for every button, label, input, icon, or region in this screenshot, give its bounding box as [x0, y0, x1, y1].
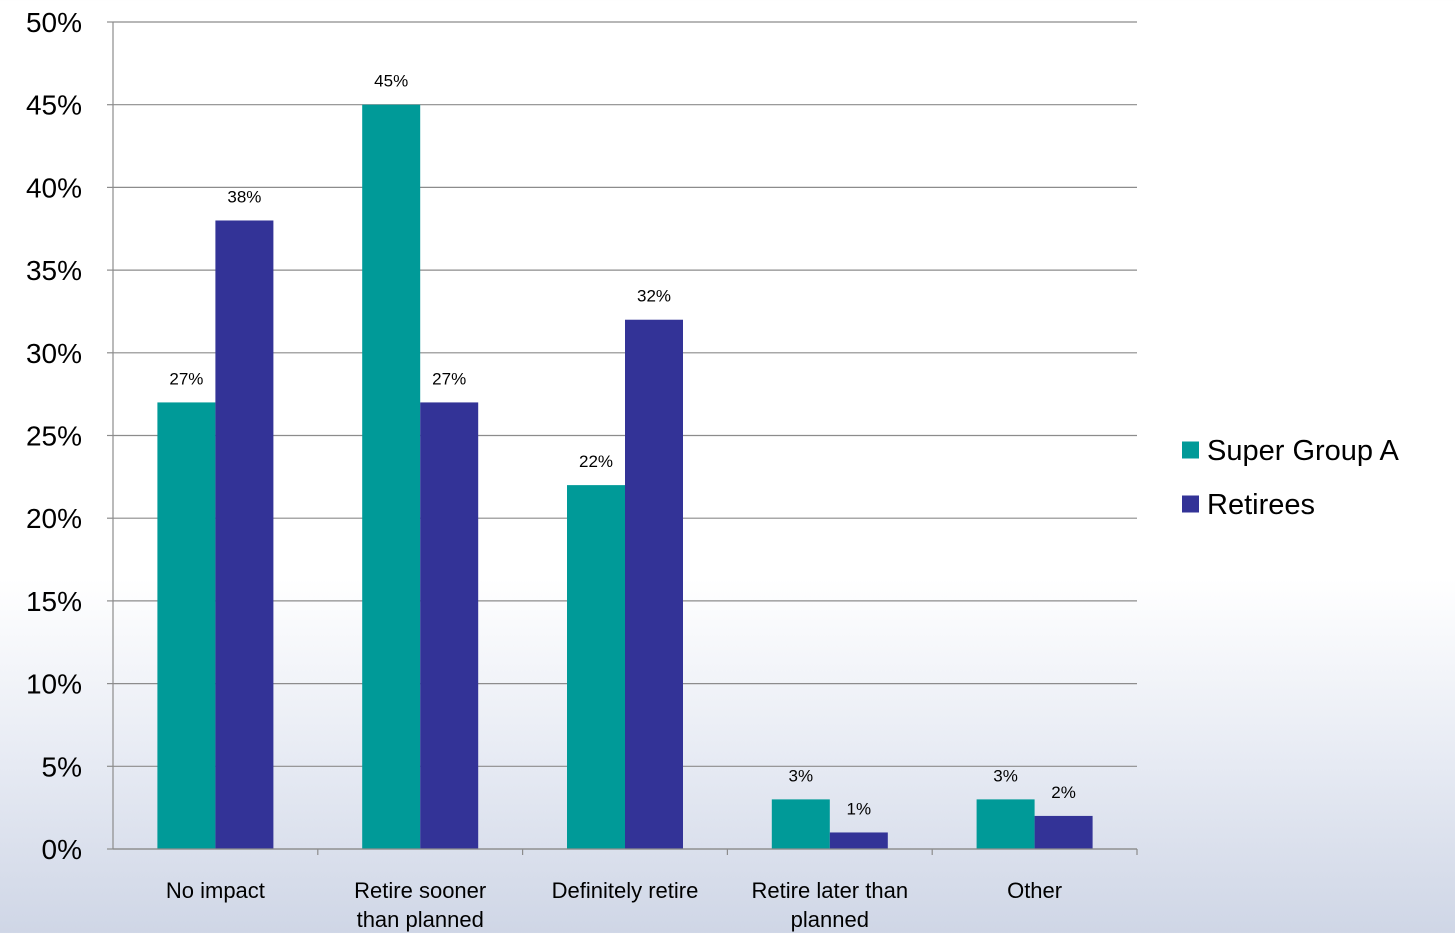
bar-super-group-a: [157, 402, 216, 849]
y-tick-label: 30%: [26, 338, 82, 369]
data-label: 27%: [169, 369, 203, 388]
x-tick-label: Retire later than: [752, 878, 909, 903]
bar-super-group-a: [362, 104, 421, 849]
legend-label: Retirees: [1207, 489, 1315, 521]
data-label: 1%: [847, 799, 872, 818]
data-label: 27%: [432, 369, 466, 388]
y-tick-label: 50%: [26, 7, 82, 38]
x-tick-label: than planned: [357, 907, 484, 932]
y-tick-label: 45%: [26, 90, 82, 121]
x-tick-label: Retire sooner: [354, 878, 486, 903]
y-tick-label: 35%: [26, 255, 82, 286]
bar-super-group-a: [771, 799, 830, 849]
data-label: 32%: [637, 287, 671, 306]
y-tick-label: 25%: [26, 421, 82, 452]
x-tick-label: planned: [791, 907, 869, 932]
y-tick-label: 0%: [42, 834, 82, 865]
bar-retirees: [420, 402, 479, 849]
y-tick-label: 10%: [26, 669, 82, 700]
bar-retirees: [625, 319, 683, 850]
bar-retirees: [215, 220, 274, 850]
y-tick-label: 20%: [26, 503, 82, 534]
data-label: 38%: [227, 187, 261, 206]
x-tick-label: Other: [1007, 878, 1062, 903]
bar-retirees: [829, 832, 888, 849]
y-tick-label: 40%: [26, 172, 82, 203]
bar-super-group-a: [567, 485, 625, 849]
data-label: 3%: [993, 766, 1018, 785]
data-label: 2%: [1051, 783, 1076, 802]
legend-swatch: [1182, 495, 1199, 513]
data-label: 3%: [789, 766, 814, 785]
y-tick-label: 15%: [26, 586, 82, 617]
legend-label: Super Group A: [1207, 435, 1399, 467]
data-label: 45%: [374, 72, 408, 91]
data-label: 22%: [579, 452, 613, 471]
legend-swatch: [1182, 441, 1199, 459]
y-tick-label: 5%: [42, 751, 82, 782]
bar-retirees: [1034, 815, 1093, 849]
bar-super-group-a: [976, 799, 1035, 849]
x-tick-label: No impact: [166, 878, 265, 903]
x-tick-label: Definitely retire: [552, 878, 699, 903]
